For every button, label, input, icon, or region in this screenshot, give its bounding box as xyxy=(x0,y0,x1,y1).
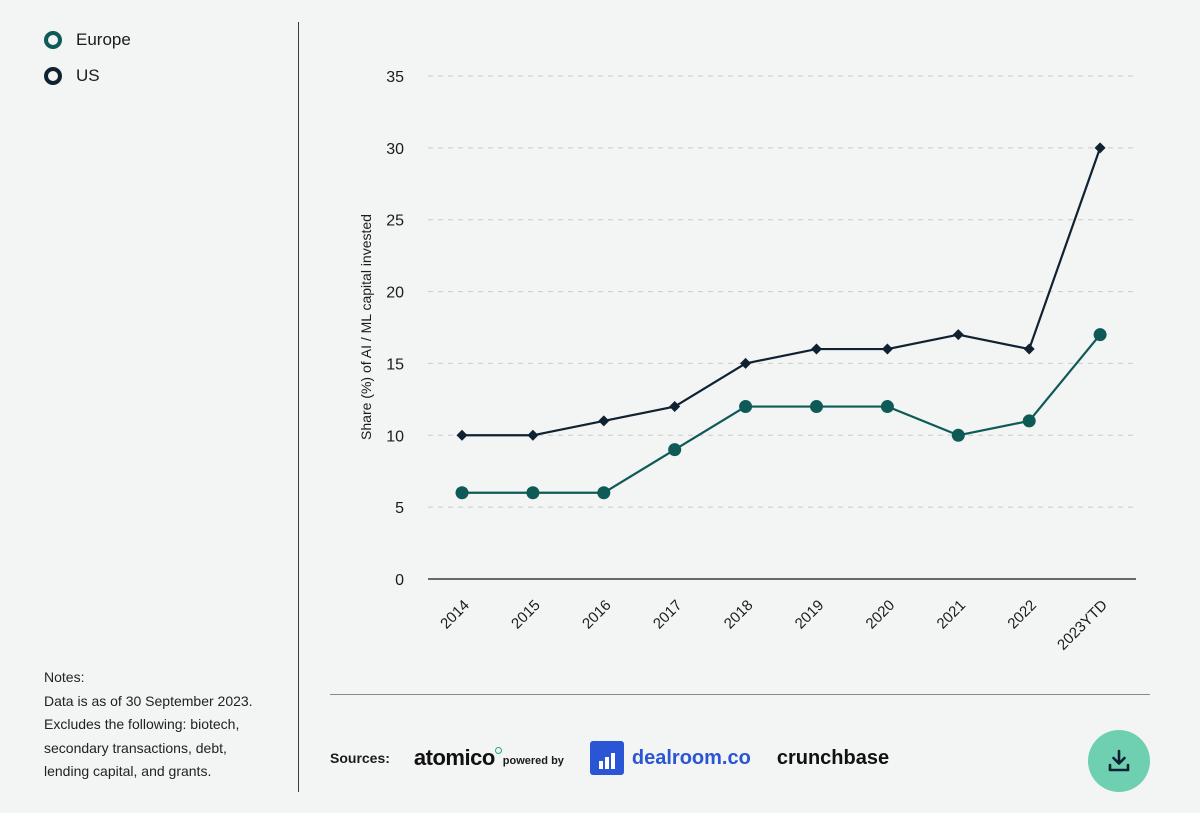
notes-heading: Notes: xyxy=(44,669,85,685)
notes-line: lending capital, and grants. xyxy=(44,763,212,779)
x-tick-label: 2022 xyxy=(1004,597,1040,633)
powered-by-label: powered by xyxy=(502,755,564,767)
sources-label: Sources: xyxy=(330,750,390,766)
download-icon xyxy=(1108,749,1130,772)
data-point xyxy=(740,357,752,369)
legend-item-us[interactable]: US xyxy=(44,58,131,94)
y-tick-label: 25 xyxy=(386,213,404,230)
series-line xyxy=(462,147,1102,437)
data-point xyxy=(739,400,753,414)
data-point xyxy=(598,415,610,427)
y-tick-label: 10 xyxy=(386,428,404,445)
legend-label-europe: Europe xyxy=(76,30,131,49)
data-point xyxy=(526,486,540,500)
legend-swatch-europe xyxy=(44,31,62,49)
y-tick-label: 15 xyxy=(386,356,404,373)
notes-line: Excludes the following: biotech, xyxy=(44,716,240,732)
x-tick-label: 2014 xyxy=(437,597,473,633)
legend-swatch-us xyxy=(44,67,62,85)
data-point xyxy=(597,486,611,500)
data-point xyxy=(1094,142,1106,154)
data-point xyxy=(880,400,894,414)
data-point xyxy=(810,400,823,414)
vertical-divider xyxy=(298,22,299,792)
x-tick-label: 2018 xyxy=(721,597,757,633)
sources-bar: Sources: atomico powered by dealroom.co … xyxy=(330,738,889,778)
legend-item-europe[interactable]: Europe xyxy=(44,22,131,58)
dealroom-logo: dealroom.co xyxy=(631,746,751,769)
y-tick-label: 0 xyxy=(395,572,404,589)
data-point xyxy=(455,486,469,500)
x-tick-label: 2023YTD xyxy=(1054,597,1111,654)
y-tick-label: 35 xyxy=(386,69,404,86)
data-point xyxy=(456,429,468,441)
dealroom-logo-icon xyxy=(589,741,624,775)
horizontal-divider xyxy=(330,694,1150,695)
x-tick-label: 2016 xyxy=(579,597,615,633)
notes-line: Data is as of 30 September 2023. xyxy=(44,692,253,709)
chart-legend: Europe US xyxy=(44,22,131,94)
line-chart: 0 5 10 15 20 25 30 35 2014 2015 2016 2017 2018 2019 2… xyxy=(358,69,1136,654)
series-europe xyxy=(455,328,1107,500)
data-point xyxy=(527,429,539,441)
y-tick-label: 5 xyxy=(395,500,404,517)
x-tick-label: 2021 xyxy=(934,597,970,633)
legend-label-us: US xyxy=(76,66,100,85)
notes-line: secondary transactions, debt, xyxy=(44,739,227,756)
y-axis-label: Share (%) of AI / ML capital invested xyxy=(358,214,374,440)
crunchbase-logo: crunchbase xyxy=(776,746,890,769)
data-point xyxy=(668,443,682,457)
series-line xyxy=(462,333,1101,494)
atomico-logo: atomico xyxy=(414,745,502,771)
data-point xyxy=(811,343,822,355)
data-point xyxy=(1022,414,1036,428)
y-tick-label: 20 xyxy=(386,285,404,302)
x-tick-label: 2019 xyxy=(792,597,828,633)
x-tick-label: 2017 xyxy=(650,597,686,633)
x-tick-label: 2020 xyxy=(863,597,899,633)
data-point xyxy=(1093,328,1107,342)
data-point xyxy=(951,428,965,442)
x-tick-label: 2015 xyxy=(508,597,544,633)
data-point xyxy=(881,343,893,355)
data-point xyxy=(669,401,681,413)
notes: Notes: Data is as of 30 September 2023. … xyxy=(44,666,284,784)
data-point xyxy=(952,329,964,341)
series-us xyxy=(456,142,1106,441)
y-tick-label: 30 xyxy=(386,141,404,158)
data-point xyxy=(1023,343,1035,355)
download-button[interactable] xyxy=(1088,730,1150,792)
